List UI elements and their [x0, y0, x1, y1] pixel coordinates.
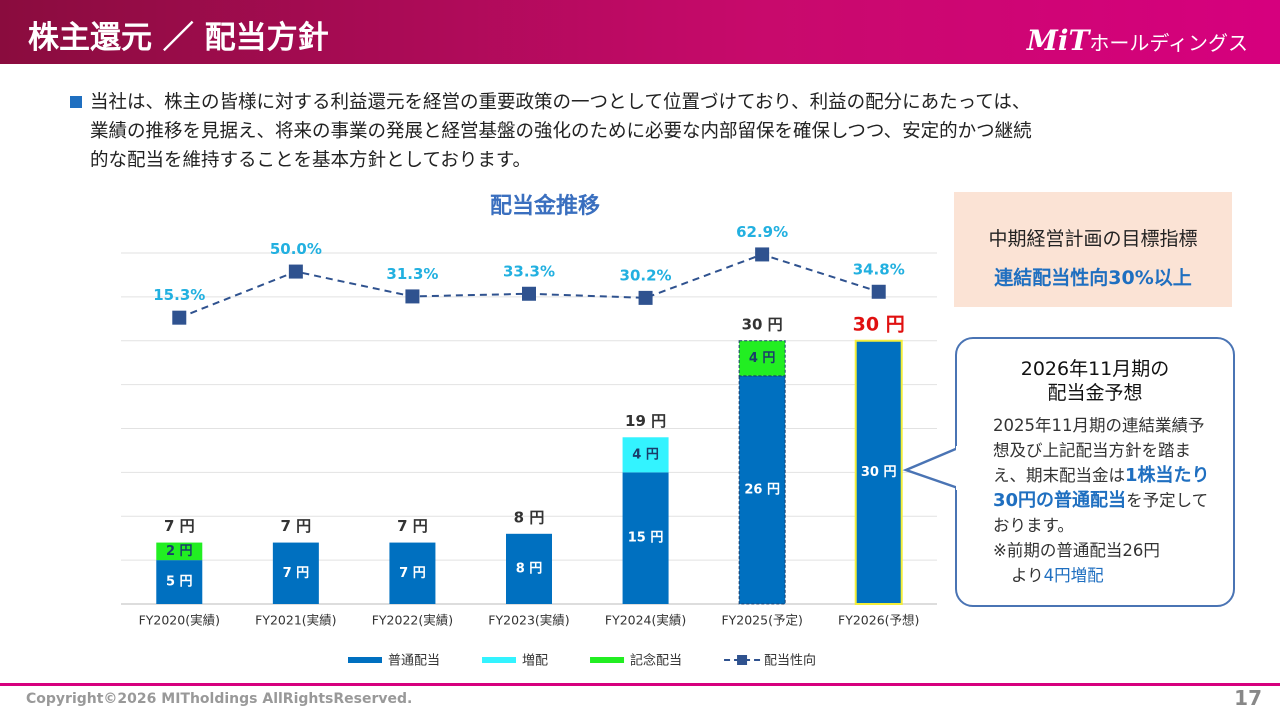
intro: 当社は、株主の皆様に対する利益還元を経営の重要政策の一つとして位置づけており、利…	[70, 88, 1032, 175]
data-label: 30.2%	[620, 266, 672, 284]
legend-label: 普通配当	[388, 654, 440, 669]
chart-title: 配当金推移	[490, 193, 600, 219]
x-tick-label: FY2025(予定)	[721, 613, 802, 628]
data-label: 8 円	[516, 561, 543, 576]
data-label: 2 円	[166, 544, 193, 559]
bar-segment	[854, 339, 903, 605]
title: 株主還元 ／ 配当方針	[28, 20, 329, 56]
total-label: 8 円	[514, 508, 545, 526]
callout-title-line: 2026年11月期の	[1020, 358, 1170, 380]
legend-swatch	[482, 657, 517, 663]
line-marker	[172, 310, 187, 325]
total-label: 30 円	[742, 315, 783, 333]
data-label: 4 円	[749, 351, 776, 366]
target-value: 連結配当性向30%以上	[994, 267, 1192, 289]
body-text: を予定しております。	[993, 491, 1209, 535]
total-label: 19 円	[625, 412, 666, 430]
total-label: 7 円	[164, 517, 195, 535]
data-label: 7 円	[283, 566, 310, 581]
bar-segment	[622, 437, 669, 473]
bar-segment	[738, 340, 786, 377]
intro-line: 当社は、株主の皆様に対する利益還元を経営の重要政策の一つとして位置づけており、利…	[90, 92, 1031, 113]
line-marker	[522, 286, 536, 301]
legend-swatch	[737, 655, 748, 665]
bar-segment	[389, 542, 436, 604]
data-label: 62.9%	[736, 223, 788, 241]
total-label: 7 円	[281, 517, 312, 535]
footer-line	[0, 683, 1280, 686]
data-label: 4 円	[632, 447, 659, 462]
data-label: 26 円	[744, 482, 780, 497]
bullet	[70, 96, 82, 108]
line-marker	[288, 264, 303, 279]
x-tick-label: FY2023(実績)	[488, 613, 569, 628]
note: より	[1011, 566, 1044, 585]
callout-title-line: 配当金予想	[1047, 382, 1143, 404]
line-marker	[405, 289, 420, 304]
data-label: 33.3%	[503, 262, 555, 280]
bar-segment	[272, 542, 319, 604]
data-label: 50.0%	[270, 240, 322, 258]
bar-segment	[506, 533, 552, 604]
x-tick-label: FY2024(実績)	[605, 613, 686, 628]
bar-segment	[156, 542, 203, 561]
legend-label: 増配	[522, 654, 548, 669]
data-label: 30 円	[861, 465, 897, 480]
legend-swatch	[590, 657, 625, 663]
x-tick-label: FY2021(実績)	[255, 613, 336, 628]
legend-swatch	[348, 657, 382, 663]
body-highlight: 1株当たり30円の普通配当	[993, 465, 1210, 511]
note: ※前期の普通配当26円	[993, 541, 1160, 560]
target-title: 中期経営計画の目標指標	[988, 228, 1198, 250]
x-tick-label: FY2026(予想)	[838, 613, 919, 628]
line-marker	[755, 247, 770, 262]
data-label: 34.8%	[853, 260, 905, 278]
line-marker	[871, 284, 886, 299]
bar-segment	[622, 472, 669, 604]
logo-mark: MiT	[1026, 24, 1090, 57]
intro-line: 業績の推移を見据え、将来の事業の発展と経営基盤の強化のために必要な内部留保を確保…	[90, 121, 1032, 142]
total-label: 7 円	[397, 517, 428, 535]
legend-label: 記念配当	[630, 653, 682, 669]
callout: 2026年11月期の 配当金予想 2025年11月期の連結業績予想及び上記配当方針…	[955, 337, 1235, 607]
data-label: 5 円	[166, 575, 193, 590]
data-label: 15.3%	[153, 286, 205, 304]
callout-body: 2025年11月期の連結業績予想及び上記配当方針を踏まえ、期末配当金は1株当たり…	[993, 413, 1215, 588]
total-label: 30 円	[853, 313, 905, 335]
note-highlight: 4円増配	[1043, 566, 1104, 585]
x-tick-label: FY2020(実績)	[139, 613, 220, 628]
bar-segment	[156, 560, 203, 604]
intro-line: 的な配当を維持することを基本方針としております。	[90, 150, 532, 171]
bar-segment	[738, 375, 786, 605]
data-label: 15 円	[628, 531, 664, 546]
data-label: 31.3%	[386, 265, 438, 283]
page-number: 17	[1234, 686, 1262, 710]
copyright: Copyright©2026 MITholdings AllRightsRese…	[26, 691, 413, 707]
data-label: 7 円	[399, 566, 426, 581]
line-marker	[638, 290, 653, 305]
logo: MiTホールディングス	[1027, 24, 1248, 57]
legend-label: 配当性向	[764, 653, 816, 669]
header: 株主還元 ／ 配当方針 MiTホールディングス	[0, 0, 1280, 64]
target-box: 中期経営計画の目標指標 連結配当性向30%以上	[954, 192, 1232, 307]
callout-title: 2026年11月期の 配当金予想	[957, 357, 1233, 405]
x-tick-label: FY2022(実績)	[372, 613, 453, 628]
logo-text: ホールディングス	[1089, 31, 1248, 55]
body-text: 2025年11月期の連結業績予想及び上記配当方針を踏まえ、期末配当金は	[993, 416, 1205, 485]
